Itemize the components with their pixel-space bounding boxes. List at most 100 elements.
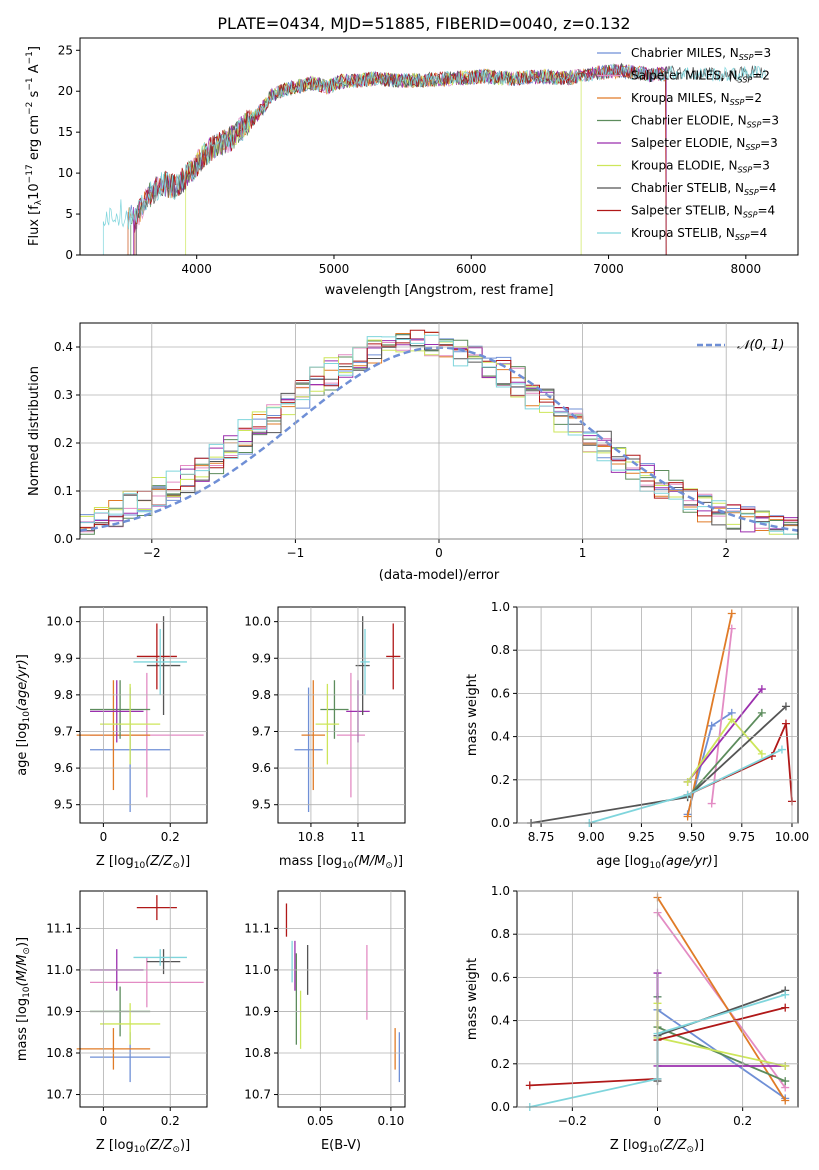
x-tick-label: 11 (350, 830, 365, 844)
age-vs-Z-xlabel: Z [log10(Z/Z⊙)] (96, 854, 190, 871)
y-tick-label: 0.0 (491, 816, 510, 830)
spectrum-axes-frame (79, 37, 799, 256)
x-tick-label: −1 (287, 546, 305, 560)
x-tick-label: 10.00 (775, 830, 809, 844)
legend-label: Chabrier STELIB, NSSP=4 (631, 181, 776, 197)
massweight-series-line (530, 705, 787, 824)
massweight-point-marker (757, 708, 766, 717)
age-vs-mass-xlabel: mass [log10(M/M⊙)] (279, 854, 403, 871)
x-tick-label: 10.8 (298, 830, 325, 844)
massweight-series-line (686, 688, 763, 783)
y-tick-label: 9.5 (54, 798, 73, 812)
spectrum-plot: 4000 5000 6000 7000 8000 0 5 10 15 20 25 wavelengt… (25, 37, 799, 298)
massweight-point-marker (781, 719, 790, 728)
y-tick-label: 1.0 (491, 884, 510, 898)
massweight-point-marker (683, 777, 692, 786)
mass-vs-ebv-xlabel: E(B-V) (321, 1138, 361, 1153)
x-tick-label: 2 (722, 546, 730, 560)
y-tick-label: 1.0 (491, 600, 510, 614)
massweight-point-marker (707, 721, 716, 730)
y-tick-label: 10.7 (244, 1088, 271, 1102)
x-tick-label: −0.2 (558, 1114, 587, 1128)
massweight-point-marker (757, 749, 766, 758)
y-tick-label: 10.9 (244, 1004, 271, 1018)
massweight-vs-Z-plot: −0.2 0 0.2 0.0 0.2 0.4 0.6 0.8 1.0 Z [log10(Z/Z⊙… (465, 884, 799, 1155)
x-tick-label: 9.25 (628, 830, 655, 844)
massweight-point-marker (727, 715, 736, 724)
x-tick-label: 9.50 (678, 830, 705, 844)
y-tick-label: 10.9 (46, 1004, 73, 1018)
mass-vs-Z-xlabel: Z [log10(Z/Z⊙)] (96, 1138, 190, 1155)
legend-label: Chabrier MILES, NSSP=3 (631, 46, 771, 62)
y-tick-label: 11.1 (244, 921, 271, 935)
y-tick-label: 9.8 (252, 688, 271, 702)
legend-label: Chabrier ELODIE, NSSP=3 (631, 114, 779, 130)
massweight-vs-Z-xlabel: Z [log10(Z/Z⊙)] (610, 1138, 704, 1155)
y-tick-label: 20 (58, 84, 73, 98)
spectrum-model-line (134, 64, 667, 255)
spectrum-ylabel: Flux [fλ10−17 erg cm−2 s−1 A−1] (25, 46, 44, 246)
mass-vs-Z-ylabel: mass [log10(M/M⊙)] (15, 937, 32, 1061)
y-tick-label: 0.6 (491, 970, 510, 984)
y-tick-label: 9.6 (54, 761, 73, 775)
x-tick-label: 0.2 (733, 1114, 752, 1128)
massweight-series-line (710, 628, 733, 804)
massweight-point-marker (777, 745, 786, 754)
x-tick-label: 0.2 (161, 1114, 180, 1128)
mass-vs-ebv-plot: 0.05 0.10 10.7 10.8 10.9 11.0 11.1 E(B-V) (244, 890, 406, 1153)
age-vs-mass-plot: 10.8 11 9.5 9.6 9.7 9.8 9.9 10.0 mass [log10(M/… (244, 606, 406, 871)
y-tick-label: 10.8 (244, 1046, 271, 1060)
y-tick-label: 15 (58, 125, 73, 139)
spectrum-model-line (185, 68, 582, 255)
spectrum-model-line (130, 63, 667, 255)
legend-label: Kroupa STELIB, NSSP=4 (631, 226, 767, 242)
massweight-point-marker (781, 702, 790, 711)
y-tick-label: 10.8 (46, 1046, 73, 1060)
legend-label: Kroupa ELODIE, NSSP=3 (631, 159, 770, 175)
massweight-point-marker (781, 1096, 790, 1105)
y-tick-label: 0.4 (491, 730, 510, 744)
massweight-vs-age-xlabel: age [log10(age/yr)] (596, 854, 718, 871)
x-tick-label: 0 (654, 1114, 662, 1128)
y-tick-label: 0.2 (54, 436, 73, 450)
massweight-point-marker (781, 990, 790, 999)
y-tick-label: 9.9 (252, 651, 271, 665)
massweight-point-marker (707, 799, 716, 808)
y-tick-label: 0.2 (491, 1057, 510, 1071)
x-tick-label: 0.2 (161, 830, 180, 844)
massweight-point-marker (525, 1081, 534, 1090)
x-tick-label: 1 (579, 546, 587, 560)
y-tick-label: 11.1 (46, 921, 73, 935)
y-tick-label: 0.2 (491, 773, 510, 787)
x-tick-label: 8.75 (528, 830, 555, 844)
y-tick-label: 0.8 (491, 927, 510, 941)
x-tick-label: 0.05 (307, 1114, 334, 1128)
y-tick-label: 9.9 (54, 651, 73, 665)
y-tick-label: 9.8 (54, 688, 73, 702)
y-tick-label: 0.4 (491, 1014, 510, 1028)
y-tick-label: 0.1 (54, 484, 73, 498)
massweight-vs-Z-ylabel: mass weight (465, 958, 480, 1040)
massweight-point-marker (781, 1077, 790, 1086)
age-vs-Z-axes-frame (79, 606, 208, 824)
histogram-xlabel: (data-model)/error (379, 568, 500, 583)
massweight-series-line (656, 897, 786, 1101)
mass-vs-ebv-axes-frame (277, 890, 406, 1108)
massweight-vs-age-axes-frame (516, 606, 799, 824)
residual-histogram-plot: −2 −1 0 1 2 0.0 0.1 0.2 0.3 0.4 (data-model)/erro… (27, 322, 799, 583)
massweight-series-line (686, 712, 763, 798)
spectrum-model-line (102, 63, 766, 255)
massweight-point-marker (781, 1003, 790, 1012)
x-tick-label: 7000 (593, 262, 624, 276)
y-tick-label: 11.0 (244, 963, 271, 977)
mass-vs-Z-plot: 0 0.2 10.7 10.8 10.9 11.0 11.1 Z [log10(Z/Z⊙)]… (15, 890, 208, 1155)
y-tick-label: 10 (58, 166, 73, 180)
legend-label: Salpeter MILES, NSSP=2 (631, 69, 770, 85)
x-tick-label: 0 (435, 546, 443, 560)
x-tick-label: 5000 (319, 262, 350, 276)
spectrum-xlabel: wavelength [Angstrom, rest frame] (325, 283, 554, 298)
x-tick-label: 9.75 (728, 830, 755, 844)
y-tick-label: 9.5 (252, 798, 271, 812)
massweight-point-marker (683, 790, 692, 799)
